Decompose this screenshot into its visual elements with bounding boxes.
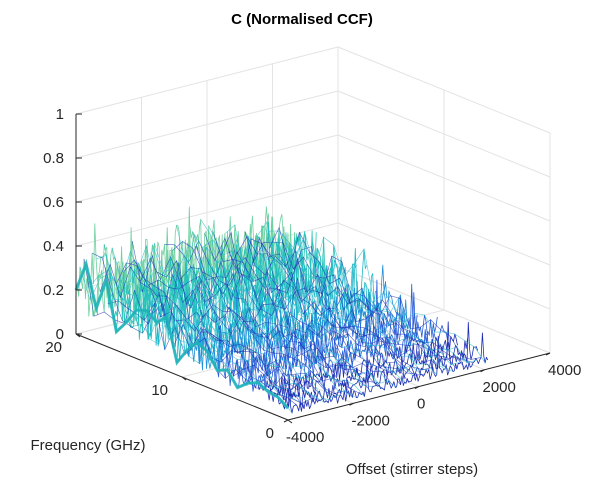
mesh-line-offset [95, 254, 309, 402]
y-tick-label: 20 [45, 339, 62, 356]
mesh-line-offset [152, 244, 365, 397]
y-tick [287, 419, 293, 424]
y-tick [181, 376, 187, 381]
y-axis-title: Frequency (GHz) [30, 437, 145, 454]
mesh-line-offset [256, 221, 470, 363]
surface-mesh [74, 206, 489, 414]
mesh-line-frequency [116, 230, 317, 332]
mesh-line-offset [192, 231, 405, 383]
mesh-line-offset [144, 242, 357, 398]
mesh-line-frequency [287, 332, 489, 414]
mesh-line-offset [111, 247, 325, 403]
mesh-line-offset [260, 242, 474, 364]
mesh-line-offset [212, 231, 425, 376]
mesh-line-offset [204, 233, 417, 375]
y-tick-label: 0 [266, 425, 274, 442]
mesh-line-offset [128, 262, 341, 399]
mesh-line-offset [208, 225, 421, 375]
mesh-line-offset [224, 224, 438, 375]
x-tick [349, 402, 354, 406]
mesh-line-offset [272, 232, 486, 364]
x-tick-label: 0 [417, 396, 425, 413]
mesh-line-frequency [227, 292, 428, 387]
z-tick-label: 1 [56, 106, 64, 123]
mesh-line-offset [132, 241, 345, 395]
mesh-line-offset [115, 262, 329, 404]
mesh-line-offset [140, 256, 353, 398]
mesh-line-offset [99, 263, 313, 404]
mesh-line-offset [108, 262, 321, 402]
x-tick-label: 4000 [548, 362, 581, 379]
mesh-front-edge [74, 258, 290, 410]
z-tick-label: 0.6 [43, 194, 64, 211]
mesh-line-offset [252, 241, 466, 369]
mesh-line-offset [184, 235, 397, 388]
tick-labels: 0 0.2 0.4 0.6 0.8 1 -4000 -2000 0 2000 4000 0 10 20 [43, 106, 581, 446]
chart-title: C (Normalised CCF) [231, 11, 373, 28]
mesh-line-offset [264, 226, 478, 364]
mesh-line-frequency [85, 206, 287, 317]
y-tick [75, 333, 81, 338]
x-axis-title: Offset (stirrer steps) [346, 461, 478, 478]
mesh-line-offset [220, 231, 433, 371]
x-tick [414, 386, 420, 389]
mesh-line-offset [156, 259, 369, 389]
mesh-line-offset [83, 259, 297, 405]
mesh-line-offset [236, 236, 450, 372]
mesh-line-offset [119, 250, 333, 401]
mesh-line-offset [168, 244, 381, 389]
x-tick-label: -2000 [352, 412, 390, 429]
z-tick-label: 0.8 [43, 150, 64, 167]
mesh-line-offset [188, 239, 401, 385]
mesh-line-offset [148, 276, 361, 395]
y-tick-label: 10 [151, 382, 168, 399]
mesh-line-frequency [237, 315, 438, 388]
x-tick-label: 2000 [483, 379, 516, 396]
mesh-line-offset [228, 237, 442, 370]
axes [75, 113, 551, 424]
z-tick-label: 0.4 [43, 238, 64, 255]
z-tick-label: 0.2 [43, 282, 64, 299]
mesh-line-frequency [257, 333, 458, 396]
x-tick [545, 352, 551, 356]
mesh-line-offset [216, 238, 429, 370]
z-tick-label: 0 [56, 326, 64, 343]
x-tick [480, 369, 485, 373]
mesh-line-offset [200, 219, 413, 376]
x-tick-label: -4000 [286, 429, 324, 446]
mesh-line-offset [180, 260, 393, 386]
mesh-line-offset [91, 252, 305, 409]
mesh-line-offset [172, 241, 385, 391]
x-tick [283, 419, 289, 423]
mesh-line-offset [87, 269, 301, 403]
